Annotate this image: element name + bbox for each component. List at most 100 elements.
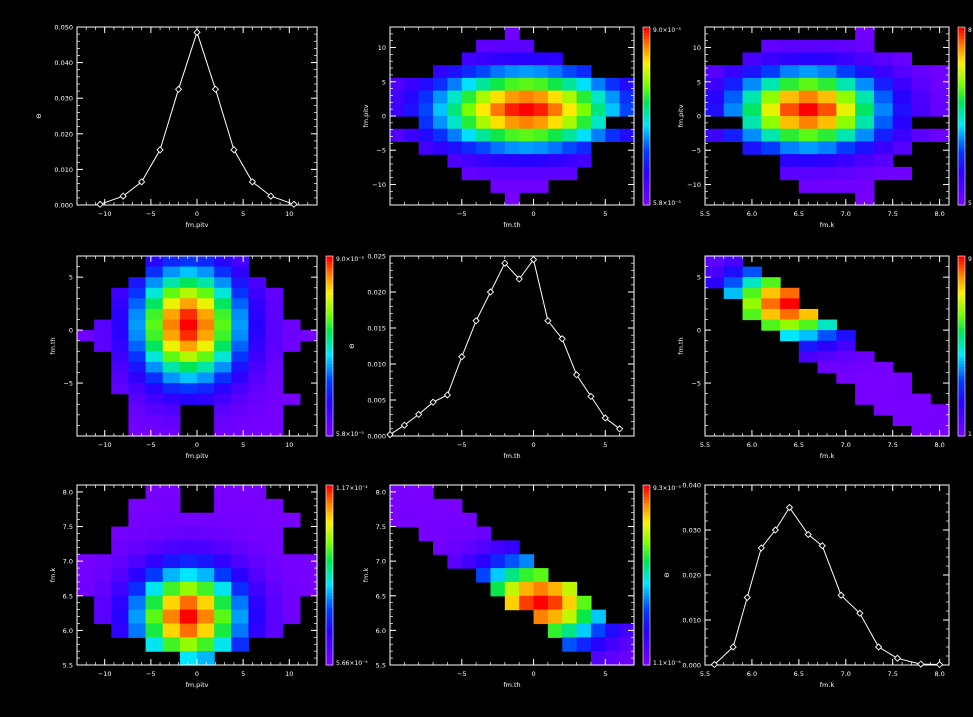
heatmap-cell	[197, 277, 215, 289]
heatmap-cell	[265, 425, 284, 437]
data-point-marker	[757, 544, 765, 552]
heatmap-cell	[231, 372, 250, 384]
heatmap-cell	[742, 308, 762, 321]
heatmap-cell	[547, 581, 563, 597]
heatmap-cell	[476, 65, 492, 79]
heatmap-cell	[576, 116, 592, 130]
heatmap-cell	[418, 77, 434, 92]
panel-p-th-1d: −5 0 5 0.000 0.005 0.010 0.015 0.020 0.025 fm.th Θ	[348, 253, 635, 460]
heatmap-cell	[162, 266, 181, 278]
heatmap-cell	[855, 141, 875, 155]
y-axis-label: fm.pitv	[677, 104, 685, 127]
heatmap-cell	[798, 77, 819, 92]
colorbar-segment	[326, 364, 333, 368]
data-point-marker	[429, 398, 437, 406]
x-tick-label: 0	[531, 441, 535, 449]
heatmap-cell	[562, 637, 578, 652]
heatmap-cell	[248, 414, 267, 427]
heatmap-cell	[179, 330, 198, 342]
heatmap-cell	[519, 554, 535, 569]
heatmap-cell	[214, 609, 232, 625]
heatmap-cell	[179, 266, 198, 278]
heatmap-cell	[231, 425, 250, 437]
heatmap-cell	[504, 581, 520, 597]
colorbar-segment	[643, 145, 650, 150]
data-point-marker	[601, 414, 609, 422]
heatmap-cell	[742, 298, 762, 310]
heatmap-cell	[930, 77, 950, 92]
colorbar-segment	[326, 593, 333, 597]
colorbar-segment	[958, 71, 965, 76]
heatmap-cell	[179, 372, 198, 384]
data-point-marker	[785, 503, 794, 512]
heatmap-cell	[723, 103, 744, 117]
heatmap-cell	[214, 383, 232, 395]
heatmap-cell	[590, 623, 606, 638]
heatmap-cell	[162, 637, 181, 652]
heatmap-cell	[145, 404, 164, 416]
heatmap-cell	[519, 166, 535, 181]
heatmap-cell	[248, 540, 267, 555]
heatmap-cell	[214, 308, 232, 321]
heatmap-cell	[590, 90, 606, 104]
heatmap-cell	[836, 330, 856, 342]
heatmap-cell	[490, 65, 506, 79]
heatmap-cell	[248, 404, 267, 416]
colorbar-segment	[958, 187, 965, 191]
heatmap-cell	[447, 128, 463, 143]
x-tick-label: 8.0	[934, 441, 944, 449]
colorbar-segment	[643, 133, 650, 138]
x-tick-label: −5	[146, 441, 156, 449]
colorbar-segment	[326, 370, 333, 374]
heatmap-cell	[605, 77, 621, 92]
heatmap-cell	[873, 166, 894, 181]
heatmap-cell	[490, 116, 506, 130]
colorbar-segment	[326, 394, 333, 398]
heatmap-cell	[162, 568, 181, 583]
heatmap-cell	[911, 414, 931, 427]
heatmap-cell	[519, 52, 535, 66]
colorbar-segment	[326, 503, 333, 507]
colorbar-segment	[958, 370, 965, 374]
heatmap-cell	[476, 128, 492, 143]
colorbar-segment	[643, 118, 650, 123]
colorbar-segment	[958, 190, 965, 194]
colorbar-segment	[958, 80, 965, 84]
heatmap-cell	[547, 154, 563, 168]
heatmap-cell	[619, 651, 635, 666]
heatmap-cell	[476, 526, 492, 541]
colorbar-segment	[326, 427, 333, 431]
colorbar-segment	[958, 334, 965, 338]
colorbar-segment	[643, 44, 650, 49]
colorbar-segment	[326, 629, 333, 633]
colorbar-segment	[643, 62, 650, 67]
colorbar: 85	[957, 26, 972, 207]
colorbar-segment	[643, 71, 650, 76]
heatmap-cell	[390, 128, 405, 143]
heatmap-cell	[547, 141, 563, 155]
colorbar-segment	[958, 355, 965, 359]
colorbar-max-label: 9.0×10⁻³	[653, 27, 681, 34]
colorbar-segment	[958, 379, 965, 383]
colorbar-segment	[958, 62, 965, 67]
heatmap-cell	[214, 298, 232, 310]
heatmap-cell	[836, 340, 856, 352]
heatmap-cell	[817, 319, 837, 331]
colorbar-segment	[643, 602, 650, 606]
colorbar-segment	[326, 530, 333, 534]
colorbar-segment	[958, 142, 965, 147]
heatmap-cell	[836, 141, 856, 155]
colorbar-segment	[958, 32, 965, 37]
data-point-marker	[290, 200, 298, 208]
y-tick-label: 0.030	[54, 95, 73, 103]
heatmap-cell	[145, 609, 164, 625]
colorbar-segment	[958, 89, 965, 93]
colorbar-segment	[326, 283, 333, 287]
heatmap-cell	[418, 498, 434, 514]
heatmap-cell	[162, 425, 181, 437]
colorbar-segment	[958, 418, 965, 422]
colorbar-segment	[643, 659, 650, 663]
heatmap-cell	[418, 512, 434, 528]
colorbar-segment	[643, 503, 650, 507]
colorbar-segment	[958, 169, 965, 173]
